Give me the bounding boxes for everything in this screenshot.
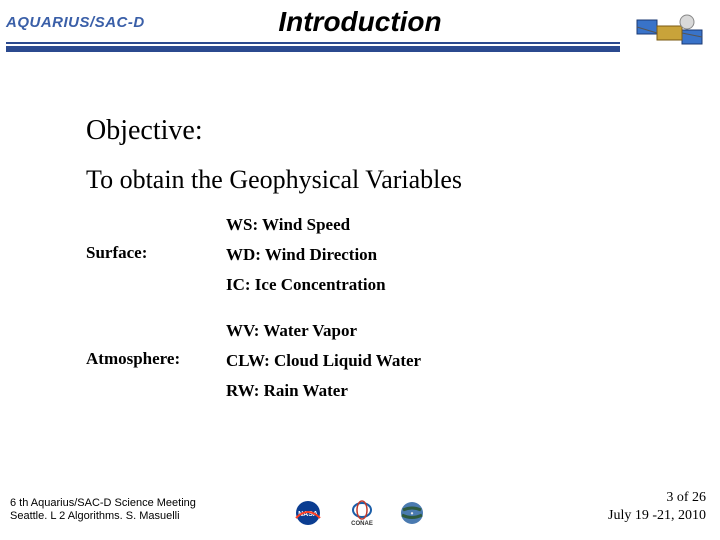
page-number: 3 of 26 bbox=[608, 489, 706, 507]
variable-item: IC: Ice Concentration bbox=[226, 275, 386, 295]
header-rule-thin bbox=[6, 42, 620, 44]
objective-subhead: To obtain the Geophysical Variables bbox=[86, 165, 680, 195]
slide-content: Objective: To obtain the Geophysical Var… bbox=[86, 115, 680, 407]
footer-logos: NASA CONAE • bbox=[293, 500, 427, 526]
slide-title: Introduction bbox=[0, 6, 720, 38]
variable-item: WS: Wind Speed bbox=[226, 215, 386, 235]
conae-logo-icon: CONAE bbox=[345, 500, 375, 526]
globe-logo-icon: • bbox=[397, 500, 427, 526]
variable-group-surface: Surface: WS: Wind Speed WD: Wind Directi… bbox=[86, 215, 680, 295]
variable-item: CLW: Cloud Liquid Water bbox=[226, 351, 421, 371]
variable-item: RW: Rain Water bbox=[226, 381, 421, 401]
date-range: July 19 -21, 2010 bbox=[608, 507, 706, 525]
svg-text:•: • bbox=[411, 509, 414, 518]
footer-author-line: Seattle. L 2 Algorithms. S. Masuelli bbox=[10, 510, 196, 524]
group-items: WS: Wind Speed WD: Wind Direction IC: Ic… bbox=[226, 215, 386, 295]
objective-heading: Objective: bbox=[86, 115, 680, 147]
satellite-icon bbox=[627, 2, 712, 62]
group-label: Atmosphere: bbox=[86, 321, 226, 369]
variable-item: WD: Wind Direction bbox=[226, 245, 386, 265]
footer-right: 3 of 26 July 19 -21, 2010 bbox=[608, 489, 706, 524]
variable-item: WV: Water Vapor bbox=[226, 321, 421, 341]
slide-header: AQUARIUS/SAC-D Introduction bbox=[0, 0, 720, 60]
group-spacer bbox=[86, 301, 680, 321]
variable-group-atmosphere: Atmosphere: WV: Water Vapor CLW: Cloud L… bbox=[86, 321, 680, 401]
variables-table: Surface: WS: Wind Speed WD: Wind Directi… bbox=[86, 215, 680, 401]
svg-text:CONAE: CONAE bbox=[351, 521, 373, 526]
group-items: WV: Water Vapor CLW: Cloud Liquid Water … bbox=[226, 321, 421, 401]
group-label: Surface: bbox=[86, 215, 226, 263]
footer-left: 6 th Aquarius/SAC-D Science Meeting Seat… bbox=[10, 497, 196, 525]
header-rule-thick bbox=[6, 46, 620, 52]
footer-meeting-line: 6 th Aquarius/SAC-D Science Meeting bbox=[10, 497, 196, 511]
nasa-logo-icon: NASA bbox=[293, 500, 323, 526]
